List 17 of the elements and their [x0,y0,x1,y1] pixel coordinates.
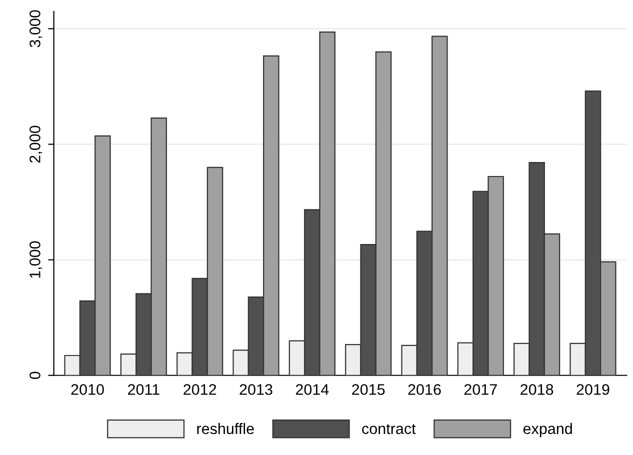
x-tick-label: 2014 [296,384,329,395]
legend-label: expand [523,422,572,438]
x-tick-label: 2017 [464,384,497,395]
x-tick-label: 2018 [520,384,554,395]
y-tick-label: 1,000 [30,241,42,278]
x-tick-label: 2015 [352,384,385,395]
y-tick-label: 2,000 [30,126,42,163]
y-tick-label: 0 [30,372,40,380]
x-tick-label: 2019 [576,384,610,395]
legend-label: reshuffle [197,422,254,434]
y-tick-label: 3,000 [30,10,42,48]
x-tick-label: 2013 [240,384,272,395]
x-tick-label: 2010 [71,384,104,395]
x-tick-label: 2011 [128,384,160,395]
x-tick-label: 2012 [184,384,216,395]
legend-label: contract [362,424,416,434]
x-tick-label: 2016 [408,384,441,395]
